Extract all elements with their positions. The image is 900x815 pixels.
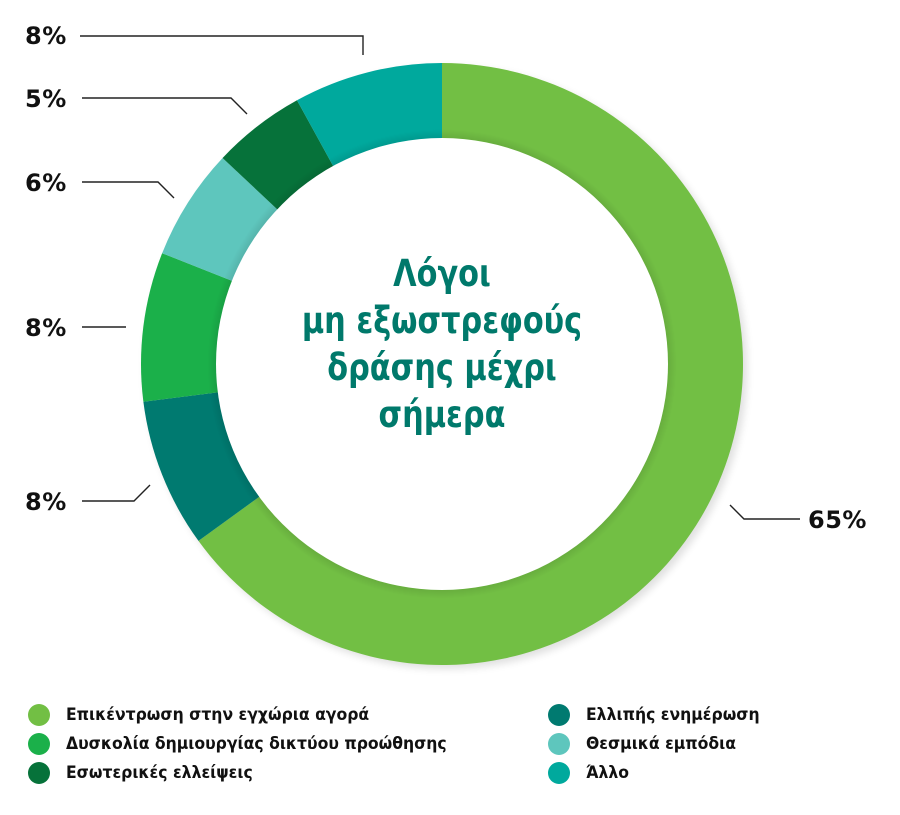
legend-item: Επικέντρωση στην εγχώρια αγορά	[28, 700, 480, 729]
label-8-percent-other: 8%	[25, 22, 67, 50]
legend-item: Άλλο	[548, 758, 775, 787]
leader-lines	[80, 35, 800, 520]
legend-right: Ελλιπής ενημέρωση Θεσμικά εμπόδια Άλλο	[548, 700, 775, 787]
label-8-percent-network: 8%	[25, 314, 67, 342]
legend-label: Άλλο	[586, 762, 630, 783]
label-8-percent-info: 8%	[25, 488, 67, 516]
legend-label: Εσωτερικές ελλείψεις	[66, 762, 253, 783]
legend-label: Επικέντρωση στην εγχώρια αγορά	[66, 704, 370, 725]
label-5-percent: 5%	[25, 85, 67, 113]
legend-swatch	[28, 703, 50, 726]
legend-item: Θεσμικά εμπόδια	[548, 729, 775, 758]
title-line: μη εξωστρεφούς	[301, 299, 583, 342]
legend-label: Δυσκολία δημιουργίας δικτύου προώθησης	[66, 733, 447, 754]
legend-item: Εσωτερικές ελλείψεις	[28, 758, 480, 787]
legend-swatch	[548, 761, 570, 784]
donut-hole	[216, 138, 668, 590]
title-line: Λόγοι	[393, 252, 491, 295]
leader-line-6	[82, 181, 175, 199]
legend-label: Ελλιπής ενημέρωση	[586, 704, 760, 725]
label-6-percent: 6%	[25, 169, 67, 197]
chart-title: Λόγοι μη εξωστρεφούς δράσης μέχρι σήμερα	[294, 250, 589, 438]
leader-line-65	[729, 504, 800, 520]
leader-line-5	[82, 97, 248, 115]
legend-left: Επικέντρωση στην εγχώρια αγορά Δυσκολία …	[28, 700, 480, 787]
legend-swatch	[28, 732, 50, 755]
legend-item: Δυσκολία δημιουργίας δικτύου προώθησης	[28, 729, 480, 758]
leader-line-8-info	[82, 484, 151, 502]
legend-swatch	[548, 703, 570, 726]
legend-swatch	[28, 761, 50, 784]
legend-item: Ελλιπής ενημέρωση	[548, 700, 775, 729]
title-line: δράσης μέχρι	[327, 346, 557, 389]
legend-swatch	[548, 732, 570, 755]
label-65-percent: 65%	[808, 506, 867, 534]
leader-line-8-other	[80, 35, 364, 55]
legend-label: Θεσμικά εμπόδια	[586, 733, 737, 754]
title-line: σήμερα	[378, 393, 506, 436]
